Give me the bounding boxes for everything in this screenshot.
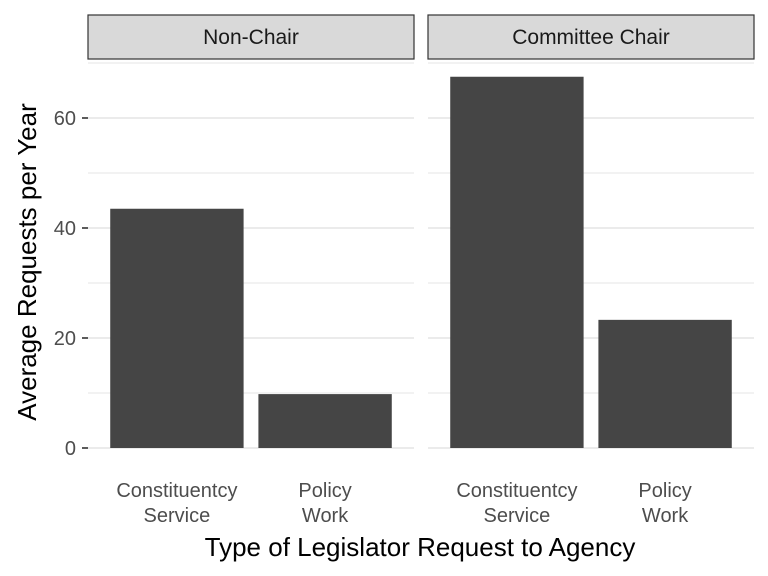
x-tick-label: Constituentcy Service	[456, 480, 577, 527]
y-tick-label: 40	[54, 218, 76, 240]
y-tick-label: 60	[54, 108, 76, 130]
bar	[110, 208, 244, 448]
x-tick-label: Constituentcy Service	[116, 480, 237, 527]
facet-strip-label: Non-Chair	[203, 26, 299, 49]
facet-panel: Non-Chair Constituentcy Service Policy Work	[87, 14, 415, 527]
x-tick-label: Policy Work	[298, 480, 351, 527]
x-axis-title: Type of Legislator Request to Agency	[205, 532, 636, 562]
bar	[450, 76, 584, 448]
y-tick-label: 0	[65, 438, 76, 460]
bar	[598, 319, 732, 448]
y-axis-title: Average Requests per Year	[12, 103, 42, 421]
y-axis: 0 20 40 60	[54, 108, 88, 460]
y-tick-label: 20	[54, 328, 76, 350]
facet-strip-label: Committee Chair	[512, 26, 670, 49]
facet-strip	[427, 14, 755, 60]
facet-panel: Committee Chair Constituentcy Service Polic…	[427, 14, 755, 527]
facet-strip	[87, 14, 415, 60]
x-tick-label: Policy Work	[638, 480, 691, 527]
bar	[258, 394, 392, 448]
